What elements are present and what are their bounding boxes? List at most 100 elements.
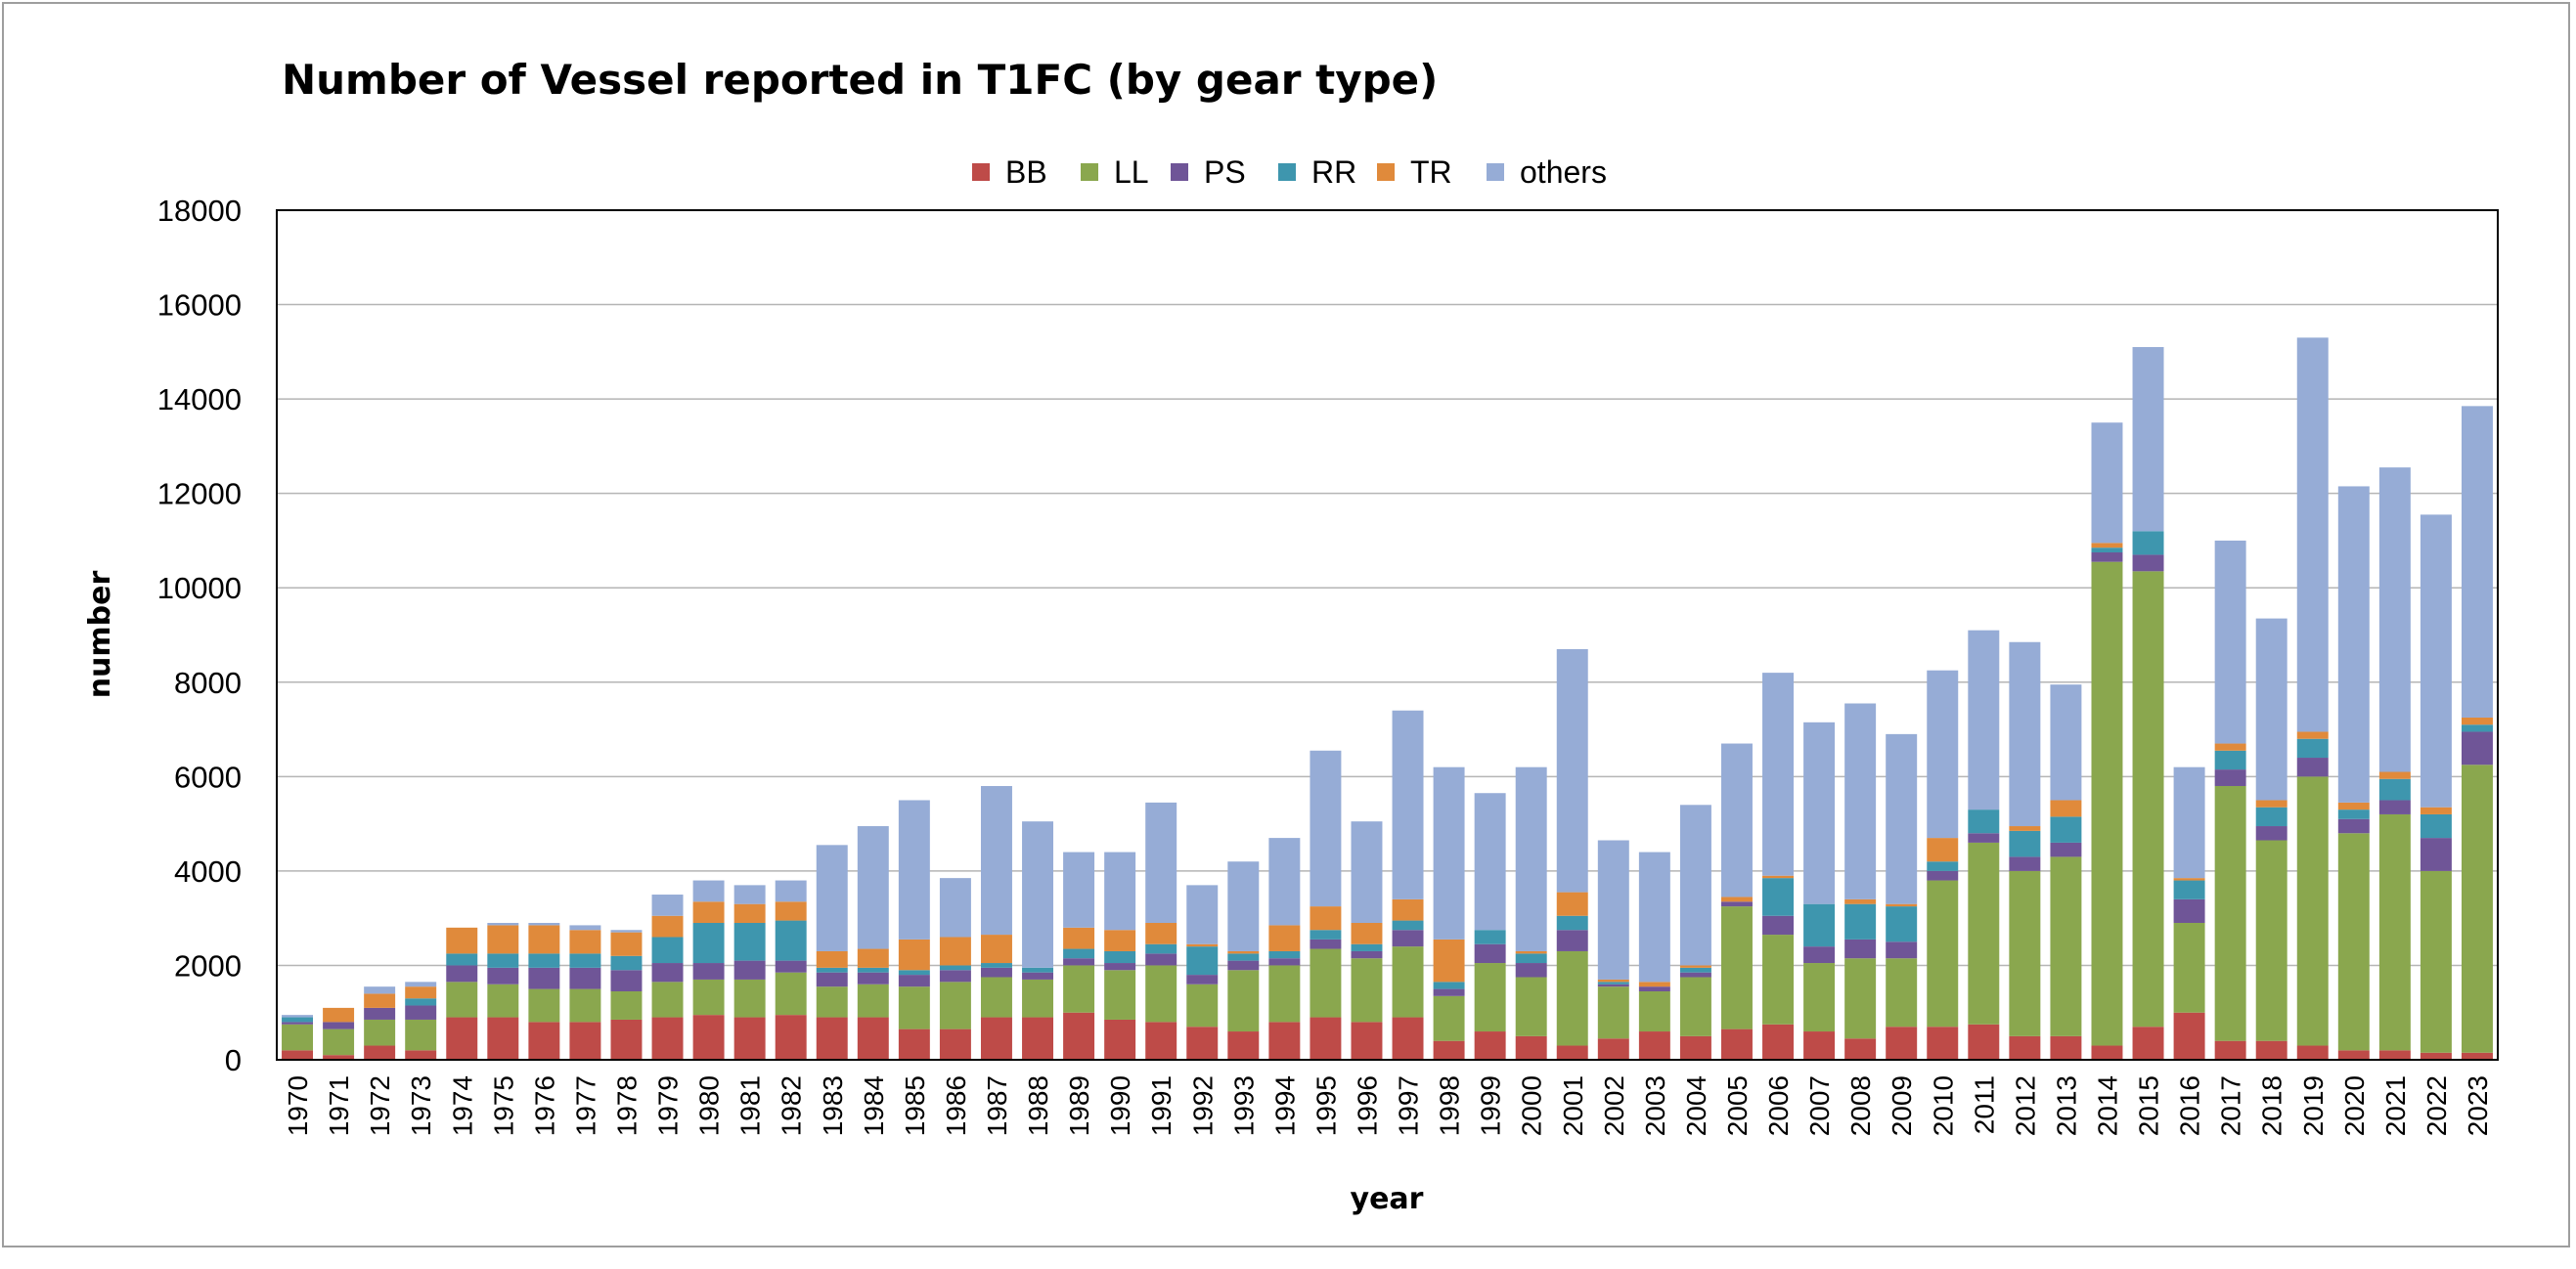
bar-segment-others-1978 (610, 930, 643, 933)
bar-segment-rr-1975 (487, 953, 519, 968)
x-tick-label: 1995 (1310, 1075, 1341, 1136)
bar-segment-ll-2014 (2091, 561, 2123, 1046)
bar-segment-bb-2002 (1597, 1038, 1629, 1060)
bar-segment-ll-2005 (1720, 906, 1753, 1029)
x-tick-label: 1986 (941, 1075, 971, 1136)
bar-segment-ps-1999 (1474, 943, 1506, 964)
bar-segment-rr-1976 (528, 953, 560, 968)
bar-segment-ll-1997 (1392, 946, 1424, 1018)
bar-segment-tr-2017 (2214, 743, 2246, 751)
bar-segment-ps-2006 (1762, 915, 1795, 936)
bar-segment-ps-2009 (1886, 941, 1918, 959)
bar-segment-rr-2016 (2173, 880, 2205, 899)
bar-segment-rr-1970 (282, 1017, 314, 1023)
x-tick-label: 2016 (2175, 1075, 2205, 1136)
bar-segment-ps-1978 (610, 970, 643, 991)
bar-segment-others-1976 (528, 922, 560, 926)
bar-segment-ps-2015 (2132, 554, 2164, 572)
bar-segment-bb-2014 (2091, 1045, 2123, 1060)
x-tick-label: 1977 (570, 1075, 600, 1136)
bar-segment-others-1991 (1145, 802, 1177, 923)
bar-segment-ll-1974 (446, 982, 478, 1018)
legend-swatch-ps (1171, 163, 1188, 181)
bar-segment-ps-2002 (1597, 984, 1629, 987)
bar-segment-ps-2019 (2296, 758, 2329, 777)
legend-swatch-others (1487, 163, 1504, 181)
bar-segment-bb-1997 (1392, 1017, 1424, 1060)
bar-segment-ll-2019 (2296, 776, 2329, 1046)
bar-segment-ll-1970 (282, 1024, 314, 1051)
bar-segment-ll-2009 (1886, 958, 1918, 1028)
legend-label-tr: TR (1410, 154, 1452, 190)
bar-segment-ps-1987 (980, 967, 1012, 978)
bar-segment-ps-2021 (2378, 800, 2411, 814)
x-tick-label: 2011 (1969, 1075, 1999, 1134)
bar-segment-ll-1973 (405, 1019, 437, 1051)
bar-segment-others-1996 (1351, 821, 1383, 923)
gridlines (277, 303, 2498, 967)
bar-segment-others-2013 (2050, 684, 2082, 801)
bar-segment-ll-1989 (1063, 965, 1095, 1013)
bar-segment-rr-1980 (692, 922, 725, 964)
bar-segment-others-1990 (1104, 852, 1136, 931)
bar-segment-tr-1977 (569, 930, 601, 954)
bar-segment-bb-2000 (1515, 1035, 1547, 1060)
bar-segment-others-1973 (405, 982, 437, 987)
y-tick-label: 6000 (174, 760, 242, 794)
x-tick-label: 2022 (2421, 1075, 2452, 1136)
bar-segment-bb-2023 (2461, 1052, 2493, 1060)
bar-segment-ll-2022 (2420, 870, 2452, 1053)
bar-segment-others-1994 (1268, 838, 1301, 926)
y-axis-ticks: 0 2000 4000 6000 8000 10000 12000 14000 16000 180… (157, 194, 242, 1077)
bar-segment-ps-2023 (2461, 731, 2493, 766)
bar-segment-ll-2016 (2173, 922, 2205, 1013)
bar-segment-ps-2011 (1968, 833, 2000, 843)
x-tick-label: 2018 (2257, 1075, 2287, 1136)
x-tick-label: 1992 (1187, 1075, 1218, 1136)
bar-segment-others-1997 (1392, 710, 1424, 899)
bar-segment-tr-2010 (1927, 838, 1959, 862)
x-tick-label: 2019 (2298, 1075, 2329, 1136)
bar-segment-rr-1982 (775, 920, 807, 961)
bar-segment-others-1988 (1022, 821, 1054, 968)
bar-segment-ps-2016 (2173, 898, 2205, 923)
x-tick-label: 2017 (2216, 1075, 2246, 1136)
bar-segment-ll-2001 (1556, 950, 1588, 1046)
x-tick-label: 2006 (1763, 1075, 1794, 1136)
bar-segment-ll-1996 (1351, 958, 1383, 1023)
x-tick-label: 2002 (1599, 1075, 1629, 1136)
bar-segment-tr-1984 (857, 948, 889, 968)
bar-segment-ps-2000 (1515, 963, 1547, 978)
bar-segment-rr-1997 (1392, 920, 1424, 931)
x-tick-label: 2015 (2134, 1075, 2164, 1136)
bar-segment-ll-1980 (692, 979, 725, 1016)
bar-segment-rr-2008 (1844, 903, 1877, 940)
bar-segment-ps-1990 (1104, 963, 1136, 971)
bar-segment-others-1975 (487, 922, 519, 926)
bar-segment-others-2018 (2255, 618, 2287, 801)
bar-segment-tr-2006 (1762, 875, 1795, 879)
bar-segment-ll-2018 (2255, 840, 2287, 1041)
bar-segment-ps-2022 (2420, 838, 2452, 871)
bar-segment-others-1999 (1474, 793, 1506, 931)
bar-segment-ps-1998 (1433, 988, 1465, 996)
bar-segment-rr-1973 (405, 998, 437, 1006)
x-tick-label: 2000 (1517, 1075, 1547, 1136)
bar-segment-ps-1989 (1063, 958, 1095, 966)
bar-segment-tr-1986 (939, 937, 971, 966)
bar-segment-rr-1993 (1227, 953, 1260, 961)
bar-segment-others-2003 (1638, 852, 1670, 983)
bar-segment-tr-1976 (528, 925, 560, 954)
bar-segment-tr-1996 (1351, 922, 1383, 944)
bar-segment-bb-1977 (569, 1022, 601, 1060)
bar-segment-ll-1998 (1433, 995, 1465, 1041)
bar-segment-ps-1974 (446, 965, 478, 983)
bar-segment-others-1986 (939, 878, 971, 938)
bar-segment-others-2015 (2132, 347, 2164, 532)
bar-segment-rr-1992 (1186, 946, 1219, 976)
bar-segment-rr-1985 (898, 970, 930, 976)
bar-segment-ps-1985 (898, 975, 930, 987)
bar-segment-tr-1975 (487, 925, 519, 954)
bar-segment-ll-1976 (528, 988, 560, 1023)
bar-segment-others-2021 (2378, 467, 2411, 772)
